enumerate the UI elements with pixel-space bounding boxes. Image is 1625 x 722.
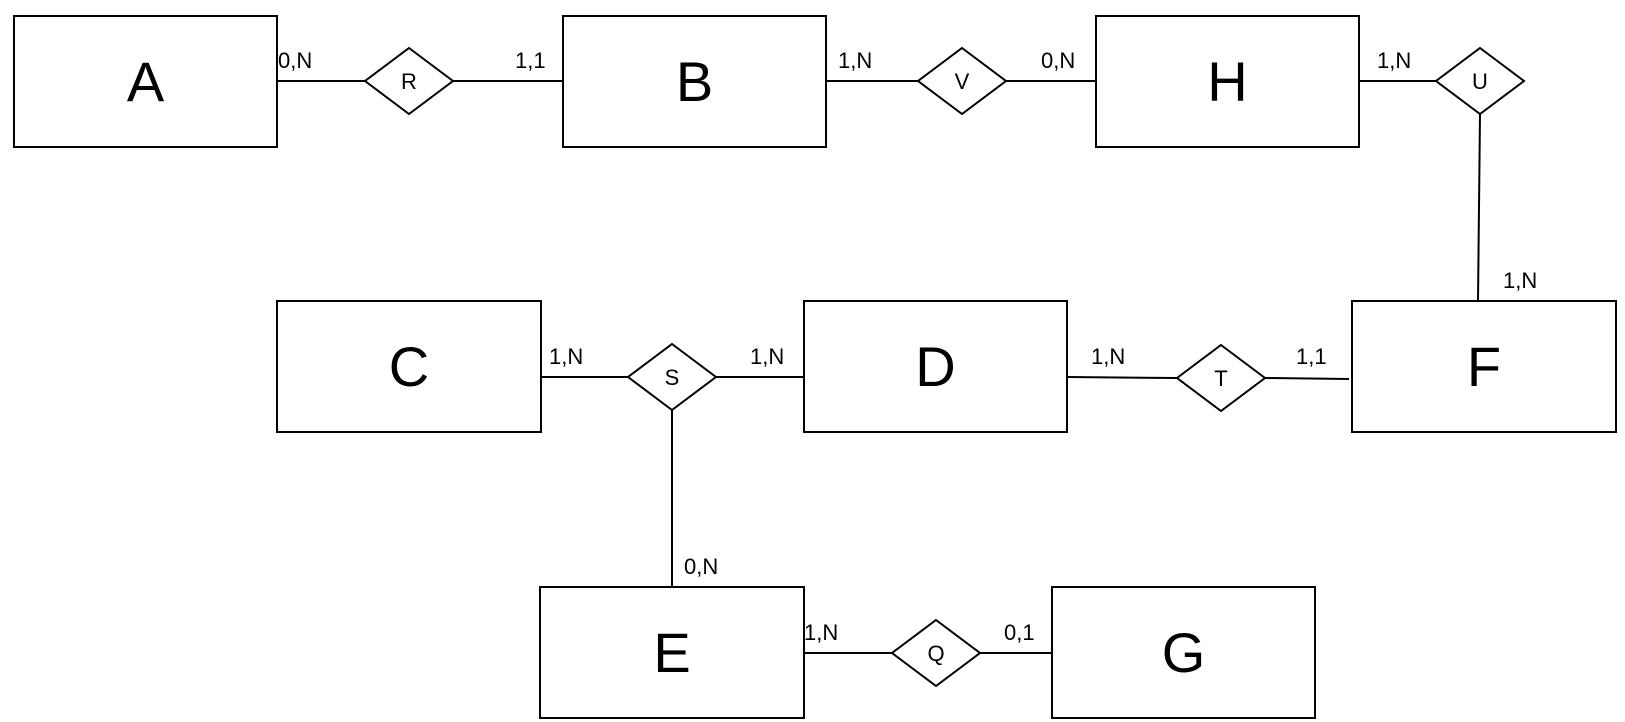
edge-d-t bbox=[1066, 376, 1178, 379]
cardinality-g-q: 0,1 bbox=[1004, 620, 1035, 645]
cardinality-f-u: 1,N bbox=[1503, 268, 1537, 293]
relationship-u-label: U bbox=[1472, 69, 1488, 94]
entity-a-label: A bbox=[127, 50, 165, 113]
cardinality-e-q: 1,N bbox=[804, 620, 838, 645]
cardinality-labels: 0,N 1,1 1,N 0,N 1,N 1,N 1,N 1,N 0,N 1,N … bbox=[278, 48, 1537, 645]
edge-u-f bbox=[1477, 113, 1481, 302]
entity-f-label: F bbox=[1467, 335, 1501, 398]
relationship-q: Q bbox=[890, 618, 982, 688]
entity-h: H bbox=[1095, 15, 1360, 148]
entity-a: A bbox=[13, 15, 278, 148]
entity-d: D bbox=[803, 300, 1068, 433]
relationship-q-label: Q bbox=[927, 641, 944, 666]
cardinality-h-v: 0,N bbox=[1041, 48, 1075, 73]
entity-d-label: D bbox=[915, 335, 955, 398]
entity-g: G bbox=[1051, 586, 1316, 719]
edge-t-f bbox=[1264, 377, 1350, 380]
relationship-r-label: R bbox=[401, 69, 417, 94]
relationship-s: S bbox=[626, 342, 718, 412]
relationship-u: U bbox=[1434, 46, 1526, 116]
cardinality-b-v: 1,N bbox=[838, 48, 872, 73]
cardinality-b-r: 1,1 bbox=[515, 48, 546, 73]
cardinality-d-t: 1,N bbox=[1091, 344, 1125, 369]
connectors bbox=[277, 80, 1481, 654]
entity-h-label: H bbox=[1207, 50, 1247, 113]
cardinality-c-s: 1,N bbox=[549, 344, 583, 369]
entity-e: E bbox=[539, 586, 805, 719]
entity-c-label: C bbox=[389, 335, 429, 398]
relationship-v-label: V bbox=[955, 69, 970, 94]
cardinality-a-r: 0,N bbox=[278, 48, 312, 73]
relationship-t-label: T bbox=[1214, 366, 1227, 391]
relationship-v: V bbox=[916, 46, 1008, 116]
cardinality-h-u: 1,N bbox=[1377, 48, 1411, 73]
relationship-t: T bbox=[1175, 343, 1267, 413]
entity-e-label: E bbox=[653, 621, 690, 684]
entity-f: F bbox=[1351, 300, 1617, 433]
entity-c: C bbox=[276, 300, 542, 433]
cardinality-e-s: 0,N bbox=[684, 554, 718, 579]
relationship-s-label: S bbox=[665, 365, 680, 390]
entity-g-label: G bbox=[1162, 621, 1206, 684]
relationship-r: R bbox=[363, 46, 455, 116]
cardinality-f-t: 1,1 bbox=[1296, 344, 1327, 369]
entity-b-label: B bbox=[676, 50, 713, 113]
entity-b: B bbox=[562, 15, 827, 148]
cardinality-d-s: 1,N bbox=[750, 344, 784, 369]
